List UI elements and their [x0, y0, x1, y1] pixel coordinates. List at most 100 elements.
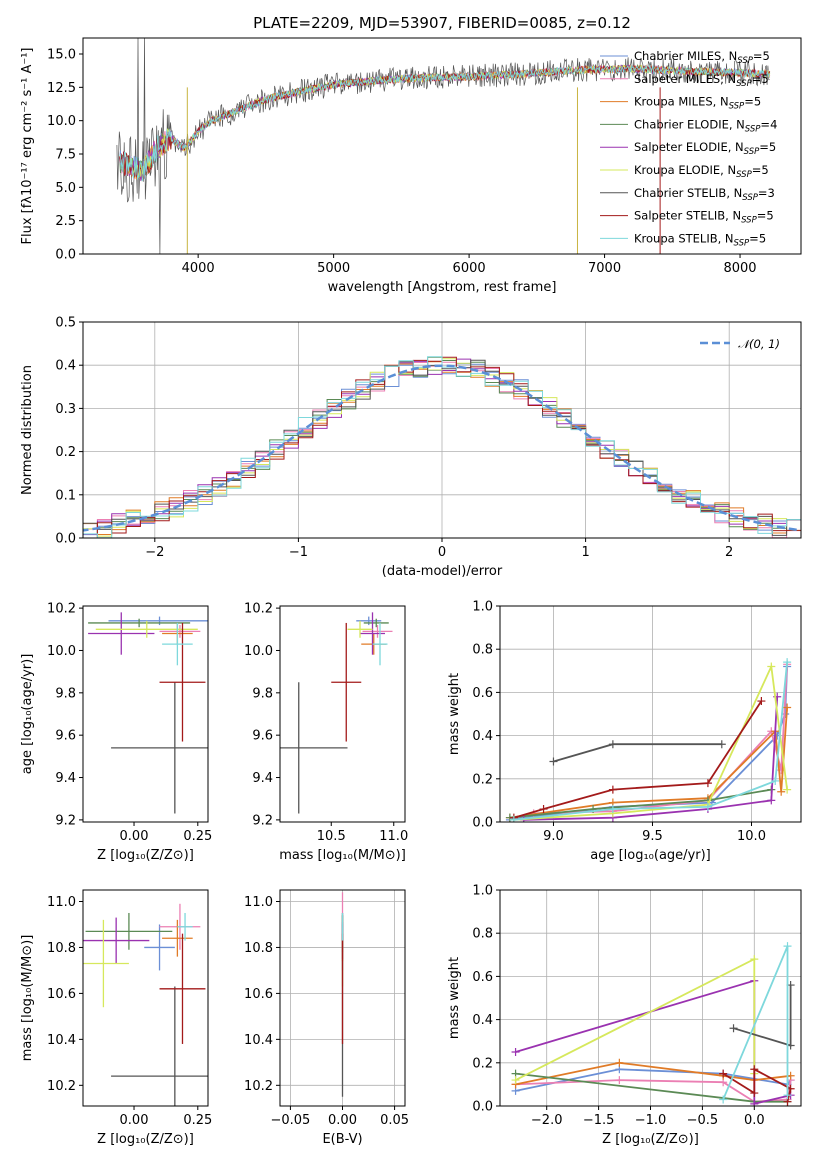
y-tick-label: 10.2: [47, 1079, 76, 1094]
y-tick-label: 9.4: [252, 771, 273, 786]
weight-marker: [783, 785, 792, 794]
weight-marker: [729, 1024, 738, 1033]
legend-n-value: 5: [766, 209, 773, 223]
x-tick-label: −1.0: [635, 1113, 667, 1128]
y-axis-label: mass weight: [447, 957, 462, 1039]
errorbar-point: [347, 620, 373, 638]
legend-name: Chabrier STELIB: [634, 186, 726, 200]
legend-n-sub: SSP: [734, 238, 750, 248]
panel-age-vs-z: 0.00 0.25 9.2 9.4 9.6 9.8 10.0 10.2 Z [log₁₀(Z/Z…: [20, 602, 212, 863]
y-tick-label: 0.2: [472, 772, 493, 787]
y-tick-label: 5.0: [55, 181, 76, 196]
weight-marker: [511, 1076, 520, 1085]
axes-mass-vs-z: 0.00 0.25 10.2 10.4 10.6 10.8 11.0: [47, 895, 212, 1128]
legend-hist: 𝒩(0, 1): [700, 337, 780, 351]
x-tick-label: 0.00: [328, 1113, 357, 1128]
weight-line-0: [509, 666, 788, 821]
y-tick-label: 9.2: [252, 813, 273, 828]
x-tick-label: 10.0: [737, 829, 766, 844]
legend-entry: 𝒩(0, 1): [738, 337, 780, 351]
legend-n-sub: SSP: [741, 216, 757, 226]
y-tick-label: 9.6: [252, 729, 273, 744]
weight-line-3: [509, 788, 772, 819]
plot-area-residual-hist: [83, 356, 801, 538]
legend-n-value: 5: [761, 163, 768, 177]
x-tick-label: 1: [581, 545, 589, 560]
plot-area-age-vs-z: [88, 612, 208, 814]
panel-mass-vs-z: 0.00 0.25 10.2 10.4 10.6 10.8 11.0 Z [log₁₀(Z/Z…: [20, 889, 212, 1147]
errorbar-point: [85, 912, 173, 950]
weight-marker: [757, 697, 766, 706]
errorbar-point: [372, 622, 388, 666]
weight-line-4: [515, 979, 791, 1105]
weight-marker: [771, 776, 780, 785]
weight-marker: [750, 1089, 759, 1098]
x-axis-label: Z [log₁₀(Z/Z⊙)]: [602, 1132, 699, 1147]
legend-name: Kroupa ELODIE: [634, 163, 720, 177]
legend-n-prefix: , N: [725, 209, 741, 223]
panel-residual-hist: −2 −1 0 1 2 0.0 0.1 0.2 0.3 0.4 0.5 (data-model)/er…: [20, 316, 802, 579]
legend-entry: Kroupa ELODIE, NSSP=5: [634, 163, 769, 180]
errorbar-point: [144, 924, 175, 971]
legend-n-eq: =: [757, 209, 767, 223]
plot-area-weight-vs-age: [505, 658, 792, 822]
errorbar-point: [162, 622, 193, 666]
errorbar-point: [280, 682, 348, 814]
x-axis-label: Z [log₁₀(Z/Z⊙)]: [97, 1132, 194, 1147]
legend-n-prefix: , N: [718, 231, 734, 245]
y-tick-label: 0.0: [472, 1100, 493, 1115]
legend-entry: Salpeter ELODIE, NSSP=5: [634, 140, 776, 157]
weight-marker: [783, 703, 792, 712]
legend-n-prefix: , N: [720, 163, 736, 177]
errorbar-point: [159, 625, 201, 638]
weight-marker: [783, 942, 792, 951]
y-tick-label: 10.2: [47, 602, 76, 617]
legend-name: Kroupa MILES: [634, 95, 713, 109]
weight-line-6: [553, 743, 722, 763]
x-tick-label: −2.0: [531, 1113, 563, 1128]
axes-spectrum: 4000 5000 6000 7000 8000 0.0 2.5 5.0 7.5 10.0 12.5…: [47, 48, 757, 277]
weight-marker: [719, 1069, 728, 1078]
y-tick-label: 0.2: [55, 445, 76, 460]
weight-marker: [615, 1058, 624, 1067]
y-tick-label: 0.1: [55, 488, 76, 503]
weight-marker: [511, 1048, 520, 1056]
figure-title: PLATE=2209, MJD=53907, FIBERID=0085, z=0…: [253, 14, 631, 32]
axes-frame: [499, 889, 802, 1107]
legend-n-eq: =: [760, 117, 770, 131]
y-tick-label: 0.2: [472, 1056, 493, 1071]
x-tick-label: −1: [289, 545, 308, 560]
axes-age-vs-z: 0.00 0.25 9.2 9.4 9.6 9.8 10.0 10.2: [47, 602, 212, 844]
x-tick-label: 8000: [723, 261, 756, 276]
weight-marker: [703, 779, 712, 788]
legend-n-value: 5: [763, 49, 770, 63]
errorbar-point: [83, 917, 150, 964]
x-axis-label: Z [log₁₀(Z/Z⊙)]: [97, 848, 194, 863]
errorbar-point: [111, 682, 208, 814]
legend-entry: Salpeter MILES, NSSP=5: [634, 72, 769, 89]
x-tick-label: 9.5: [642, 829, 663, 844]
weight-marker: [549, 757, 558, 766]
legend-name: Salpeter STELIB: [634, 209, 725, 223]
y-tick-label: 0.6: [472, 970, 493, 985]
weight-marker: [750, 955, 759, 964]
legend-n-sub: SSP: [737, 56, 753, 66]
hist-step-8: [83, 356, 801, 538]
y-tick-label: 10.4: [244, 1033, 273, 1048]
axes-frame: [279, 889, 406, 1107]
legend-n-prefix: , N: [713, 95, 729, 109]
x-axis-label: E(B-V): [322, 1132, 362, 1147]
x-tick-label: 11.0: [379, 829, 408, 844]
legend-n-prefix: , N: [721, 49, 737, 63]
y-tick-label: 10.8: [244, 941, 273, 956]
legend-n-value: 5: [769, 140, 776, 154]
plot-area-age-vs-mass: [280, 612, 393, 814]
legend-name: Salpeter MILES: [634, 72, 720, 86]
legend-n-eq: =: [752, 72, 762, 86]
x-tick-label: −1.5: [583, 1113, 615, 1128]
errorbar-point: [108, 616, 208, 626]
x-tick-label: 2: [725, 545, 733, 560]
panel-mass-vs-ebv: −0.05 0.00 0.05 10.2 10.4 10.6 10.8 11.0 E(B-V): [244, 889, 409, 1147]
weight-marker: [750, 1099, 759, 1106]
